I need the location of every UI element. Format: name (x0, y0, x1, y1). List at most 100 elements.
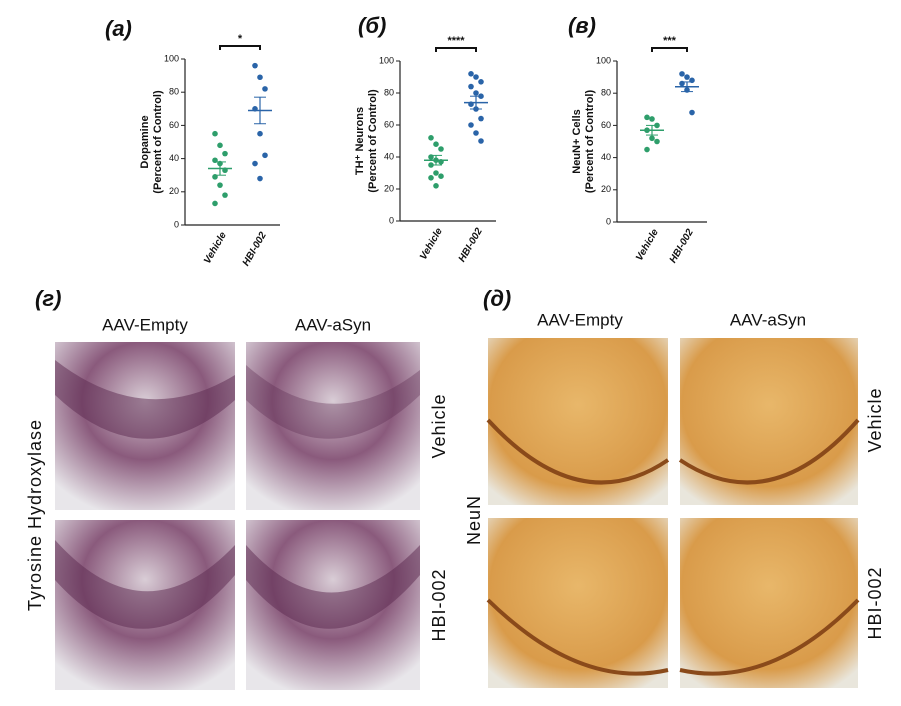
x-tick-label: Vehicle (634, 227, 661, 263)
panel-label: (д) (483, 286, 511, 311)
stain-band (55, 360, 235, 439)
y-tick-label: 40 (384, 151, 394, 161)
data-point (257, 130, 263, 137)
y-axis-label: TH⁺ Neurons (354, 107, 366, 175)
data-point (433, 170, 439, 176)
panel-label: (б) (358, 13, 386, 38)
panel-label: (а) (105, 16, 132, 41)
y-tick-label: 60 (169, 120, 179, 130)
significance-label: *** (663, 35, 677, 47)
data-point (438, 173, 444, 179)
data-point (262, 86, 268, 92)
panel-label: (г) (35, 286, 61, 311)
y-axis-label: (Percent of Control) (367, 89, 379, 193)
row-label: HBI-002 (865, 566, 885, 639)
y-tick-label: 20 (601, 184, 611, 194)
y-tick-label: 40 (601, 152, 611, 162)
significance-label: * (238, 33, 243, 45)
y-tick-label: 80 (169, 87, 179, 97)
data-point (473, 130, 479, 136)
th-images (55, 342, 420, 690)
stain-label: Tyrosine Hydroxylase (25, 419, 45, 611)
x-tick-label: HBI-002 (668, 227, 696, 265)
column-label: AAV-aSyn (730, 310, 806, 329)
y-tick-label: 100 (164, 53, 179, 63)
y-tick-label: 60 (384, 119, 394, 129)
data-point (473, 90, 479, 96)
row-label: Vehicle (865, 387, 885, 452)
y-axis-label: Dopamine (139, 115, 151, 168)
stain-band (246, 365, 420, 439)
data-point (644, 146, 650, 153)
y-tick-label: 20 (384, 183, 394, 193)
data-point (468, 122, 474, 128)
data-point (649, 116, 655, 122)
tissue-edge (486, 598, 669, 676)
micrograph (246, 342, 420, 510)
micrograph (488, 518, 668, 688)
data-point (217, 182, 223, 188)
tissue-edge (486, 418, 670, 485)
stain-band (246, 545, 420, 629)
data-point (473, 74, 479, 80)
data-point (438, 146, 444, 152)
stain-label: NeuN (464, 495, 484, 545)
x-tick-label: Vehicle (202, 230, 229, 266)
x-tick-label: Vehicle (418, 226, 445, 262)
tissue-edge (679, 598, 860, 676)
data-point (478, 79, 484, 85)
row-label: Vehicle (429, 393, 449, 458)
significance-bracket (651, 47, 688, 52)
panel-label: (в) (568, 13, 596, 38)
x-tick-label: HBI-002 (457, 226, 485, 264)
y-tick-label: 0 (606, 216, 611, 226)
y-tick-label: 80 (601, 88, 611, 98)
significance-bracket (219, 45, 261, 50)
data-point (689, 109, 695, 116)
data-point (684, 74, 690, 80)
significance-label: **** (447, 35, 465, 47)
data-point (468, 83, 474, 90)
data-point (252, 160, 258, 167)
y-tick-label: 0 (174, 219, 179, 229)
data-point (428, 175, 434, 181)
data-point (679, 71, 685, 77)
column-label: AAV-Empty (102, 315, 188, 334)
significance-bracket (435, 47, 477, 52)
y-tick-label: 80 (384, 87, 394, 97)
column-label: AAV-aSyn (295, 315, 371, 334)
data-point (212, 130, 218, 137)
x-tick-label: HBI-002 (241, 230, 269, 268)
column-label: AAV-Empty (537, 310, 623, 329)
data-point (644, 114, 650, 121)
data-point (654, 138, 660, 145)
data-point (478, 138, 484, 144)
data-point (478, 115, 484, 122)
row-label: HBI-002 (429, 568, 449, 641)
neun-images (486, 338, 860, 688)
data-point (212, 200, 218, 207)
data-point (428, 135, 434, 141)
y-axis-label: (Percent of Control) (152, 90, 164, 194)
data-point (433, 183, 439, 189)
data-point (468, 71, 474, 77)
y-tick-label: 60 (601, 120, 611, 130)
tissue-edge (678, 418, 860, 485)
data-point (257, 74, 263, 81)
y-tick-label: 100 (596, 55, 611, 65)
data-point (222, 192, 228, 198)
data-point (257, 175, 263, 182)
data-point (252, 62, 258, 69)
y-tick-label: 100 (379, 55, 394, 65)
data-point (217, 142, 223, 149)
y-tick-label: 0 (389, 215, 394, 225)
stain-band (55, 540, 235, 629)
y-axis-label: (Percent of Control) (584, 90, 596, 194)
y-tick-label: 20 (169, 186, 179, 196)
micrograph (680, 518, 858, 688)
y-tick-label: 40 (169, 153, 179, 163)
y-axis-label: NeuN+ Cells (571, 109, 583, 174)
data-point (222, 150, 228, 157)
data-point (433, 141, 439, 147)
